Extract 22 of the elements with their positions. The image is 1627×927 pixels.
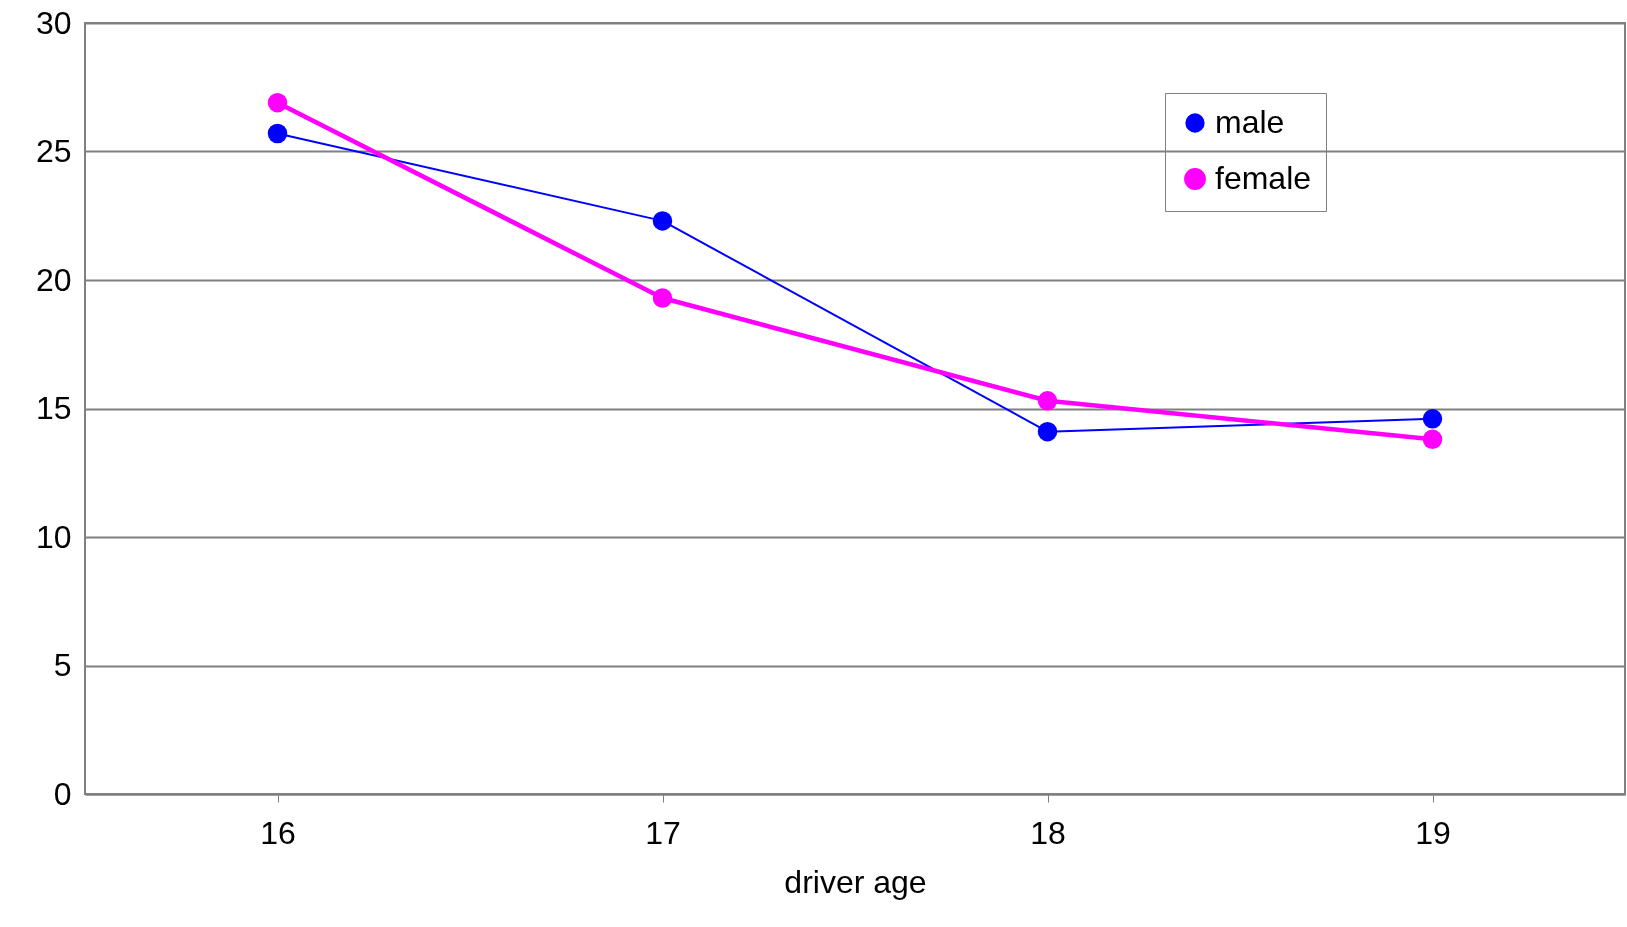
point [267, 123, 288, 144]
y-tick-label: 30 [35, 4, 72, 41]
point [1037, 391, 1058, 411]
y-tick-label: 0 [53, 775, 72, 812]
x-tick-label: 19 [1415, 814, 1451, 851]
x-tick-label: 18 [1030, 814, 1066, 851]
legend-label: female [1215, 160, 1312, 196]
x-tick-label: 16 [260, 814, 296, 851]
point [1037, 421, 1058, 442]
y-tick-label: 20 [35, 261, 72, 298]
point [1422, 429, 1443, 450]
point [652, 211, 673, 231]
y-tick-label: 15 [35, 390, 72, 426]
y-tick-label: 10 [35, 518, 72, 555]
y-tick-label: 5 [53, 647, 72, 683]
point [1422, 409, 1443, 429]
y-tick-label: 25 [35, 133, 72, 169]
x-tick-label: 17 [645, 814, 681, 851]
x-axis-title: driver age [784, 863, 927, 900]
legend-label: male [1215, 104, 1285, 140]
point [267, 92, 288, 113]
point [652, 288, 673, 308]
